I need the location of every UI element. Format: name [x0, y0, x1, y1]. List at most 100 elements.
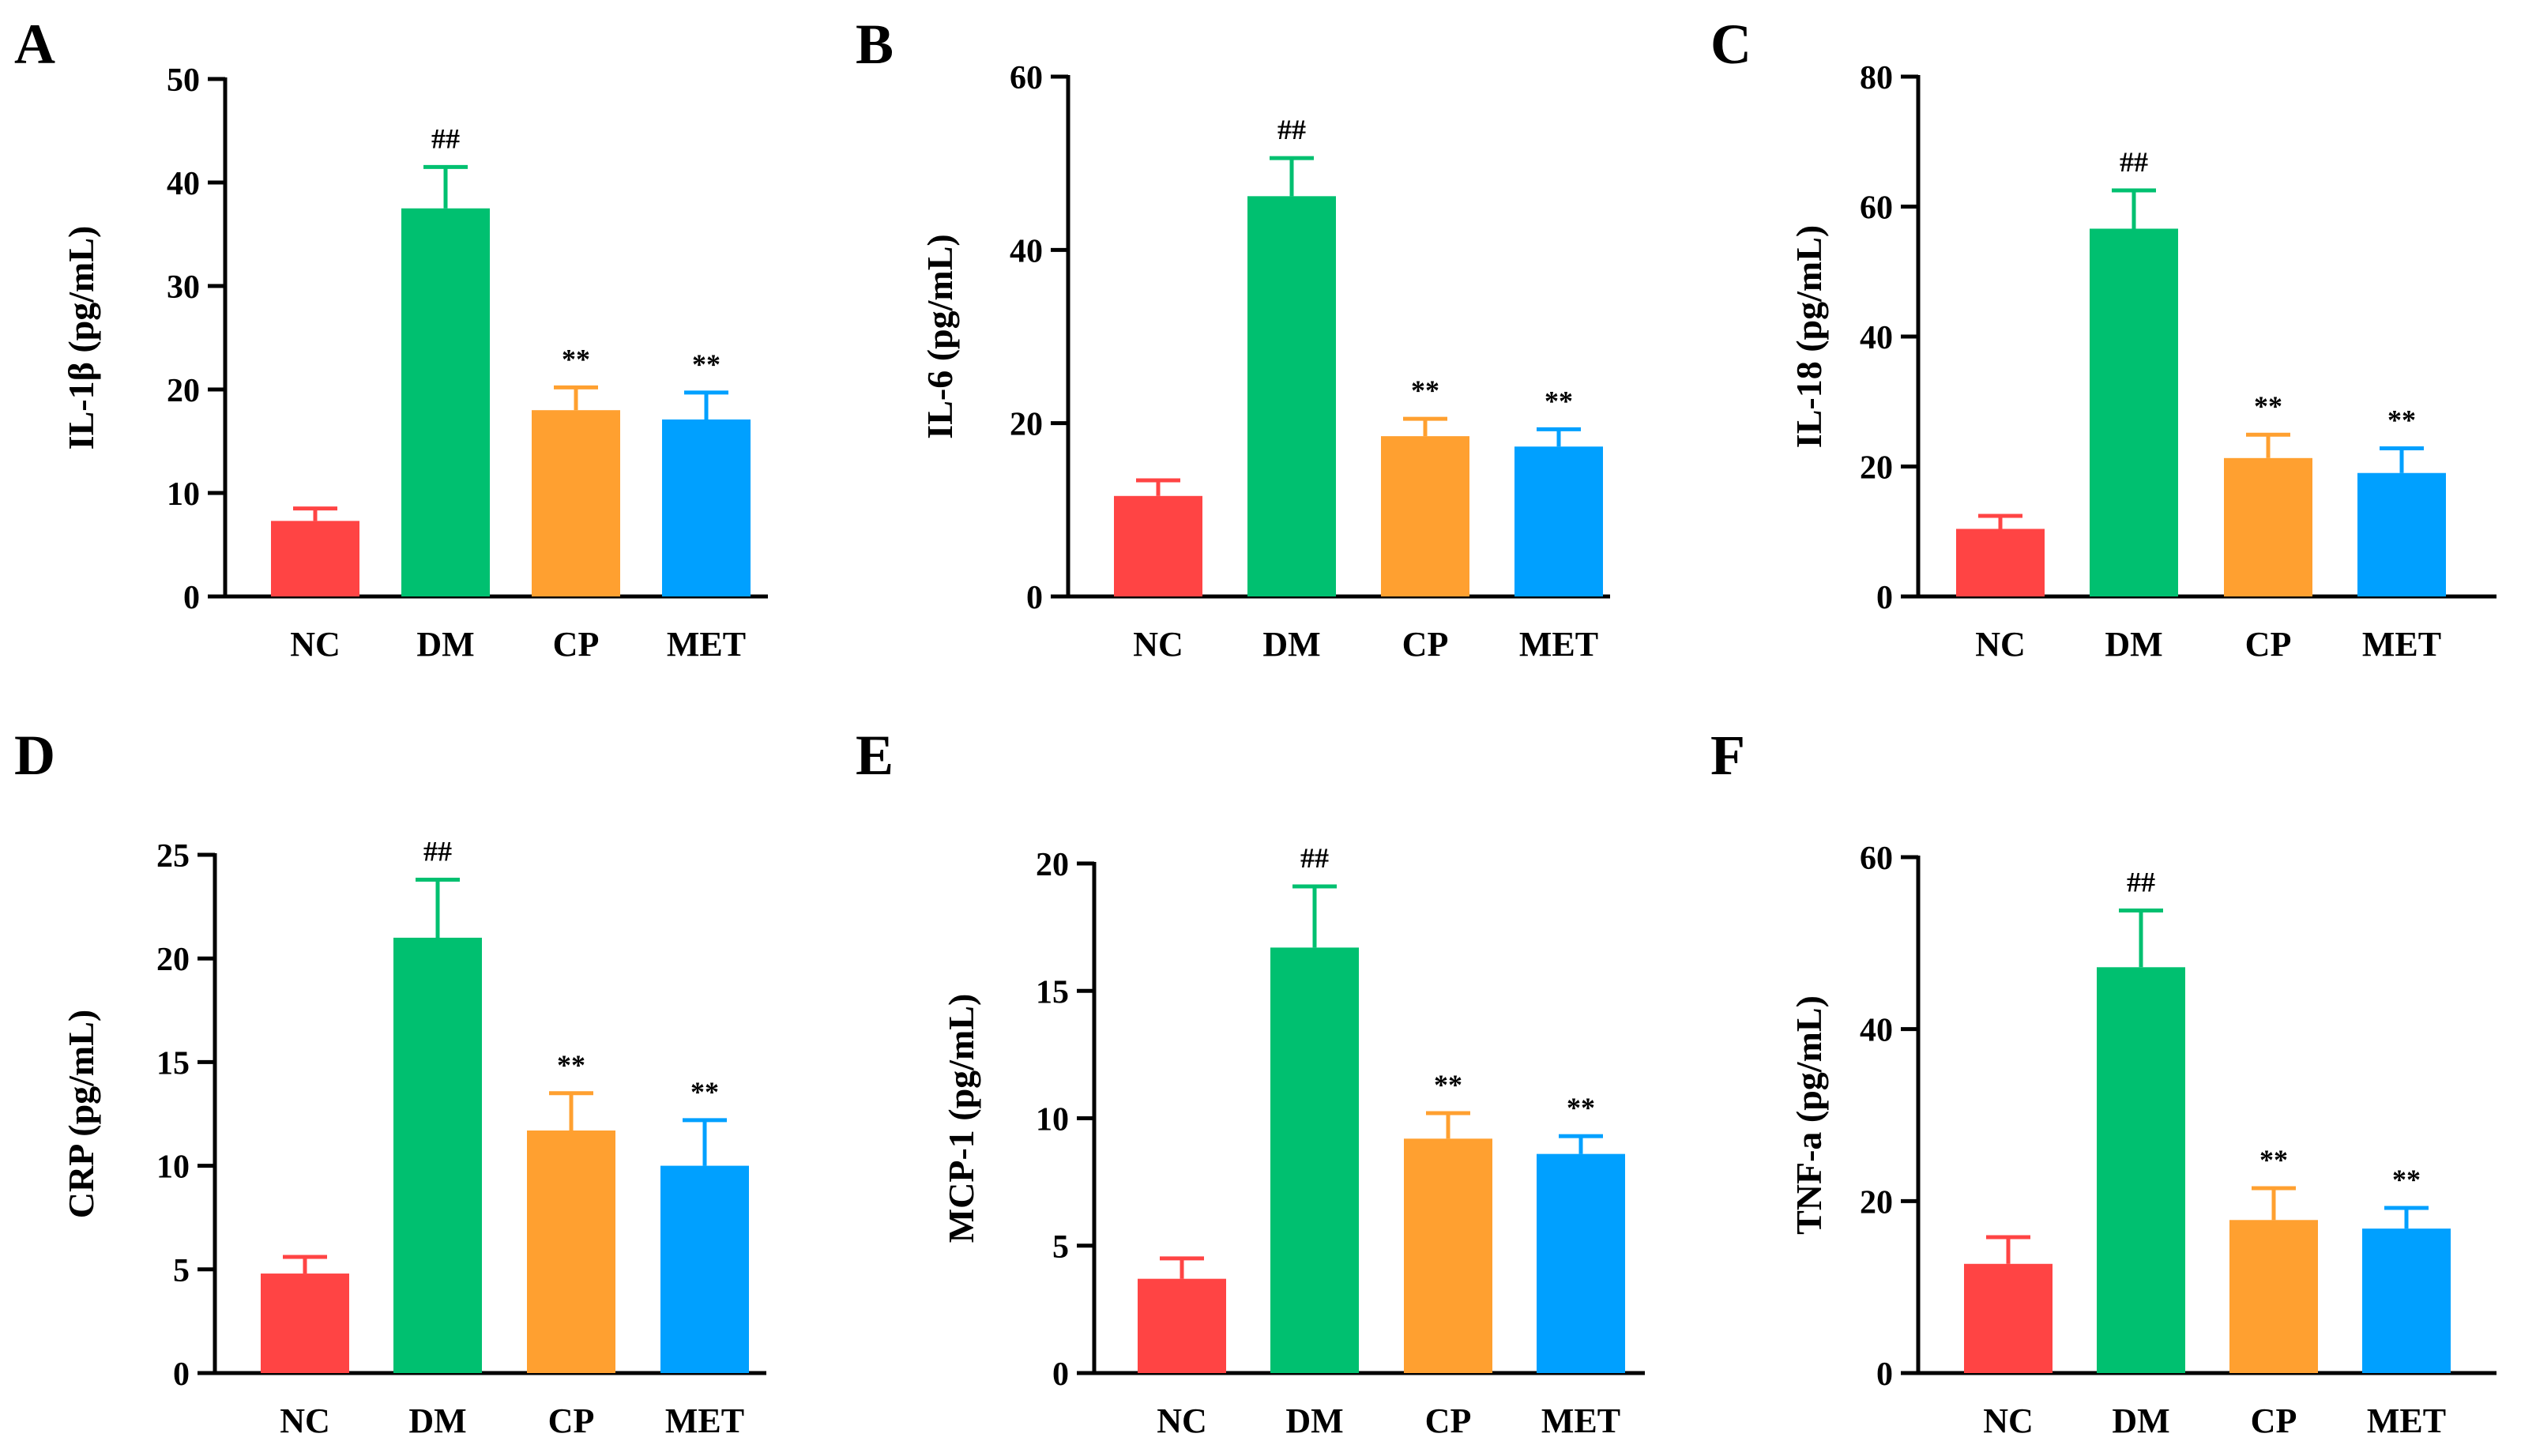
y-axis-label: IL-1β (pg/mL) — [61, 226, 101, 450]
category-label-cp: CP — [2245, 625, 2292, 664]
category-label-nc: NC — [1133, 625, 1183, 664]
significance-label: ** — [692, 348, 721, 380]
significance-label: ** — [1545, 385, 1573, 416]
bar-nc — [1138, 1278, 1226, 1373]
chart-panel-a: A IL-1β (pg/mL) 0 10 20 30 40 50 NC ## DM ** CP ** MET — [14, 13, 768, 664]
y-tick-label: 0 — [1876, 1356, 1893, 1393]
bar-met — [2357, 472, 2446, 596]
chart-panel-e: E MCP-1 (pg/mL) 0 5 10 15 20 NC ## DM ** CP ** MET — [856, 724, 1645, 1440]
bar-cp — [1381, 436, 1469, 596]
y-tick-label: 15 — [1036, 974, 1069, 1010]
y-tick-label: 0 — [173, 1356, 190, 1393]
y-axis-label: IL-18 (pg/mL) — [1789, 225, 1829, 448]
y-tick-label: 10 — [156, 1149, 190, 1186]
category-label-met: MET — [2367, 1401, 2446, 1440]
y-tick-label: 20 — [1860, 1184, 1893, 1221]
category-label-met: MET — [1541, 1401, 1620, 1440]
y-tick-label: 0 — [183, 580, 200, 616]
panel-letter: D — [14, 724, 55, 787]
y-tick-label: 40 — [1860, 320, 1893, 356]
category-label-nc: NC — [1983, 1401, 2034, 1440]
panel-letter: F — [1710, 724, 1745, 787]
y-tick-label: 10 — [167, 476, 200, 513]
significance-label: ** — [1567, 1092, 1595, 1123]
y-tick-label: 20 — [156, 942, 190, 978]
significance-label: ## — [1300, 842, 1329, 874]
significance-label: ## — [2120, 146, 2148, 178]
y-tick-label: 5 — [1052, 1229, 1069, 1266]
significance-label: ** — [2392, 1164, 2421, 1195]
significance-label: ** — [690, 1076, 719, 1108]
panel-letter: E — [856, 724, 894, 787]
chart-panel-f: F TNF-a (pg/mL) 0 20 40 60 NC ## DM ** CP ** MET — [1710, 724, 2496, 1440]
y-tick-label: 60 — [1860, 190, 1893, 227]
y-tick-label: 40 — [1010, 233, 1043, 269]
significance-label: ## — [431, 122, 460, 154]
bar-dm — [2090, 228, 2178, 596]
category-label-cp: CP — [548, 1401, 595, 1440]
category-label-cp: CP — [2251, 1401, 2297, 1440]
bar-cp — [532, 410, 620, 596]
y-tick-label: 60 — [1860, 841, 1893, 877]
y-tick-label: 15 — [156, 1045, 190, 1082]
significance-label: ** — [557, 1049, 585, 1081]
y-tick-label: 40 — [167, 166, 200, 202]
panel-letter: A — [14, 13, 55, 76]
significance-label: ** — [2259, 1144, 2288, 1176]
y-axis-label: TNF-a (pg/mL) — [1789, 995, 1829, 1235]
y-tick-label: 20 — [1860, 450, 1893, 487]
y-axis-label: IL-6 (pg/mL) — [920, 234, 960, 438]
y-tick-label: 0 — [1026, 580, 1043, 616]
category-label-dm: DM — [1285, 1401, 1343, 1440]
chart-panel-b: B IL-6 (pg/mL) 0 20 40 60 NC ## DM ** CP ** MET — [856, 13, 1610, 664]
bar-met — [1514, 446, 1603, 596]
y-tick-label: 80 — [1860, 60, 1893, 96]
category-label-met: MET — [2362, 625, 2441, 664]
category-label-nc: NC — [1157, 1401, 1207, 1440]
y-tick-label: 25 — [156, 838, 190, 875]
category-label-nc: NC — [1975, 625, 2026, 664]
significance-label: ** — [1434, 1069, 1462, 1100]
chart-panel-c: C IL-18 (pg/mL) 0 20 40 60 80 NC ## DM ** CP ** MET — [1710, 13, 2496, 664]
y-tick-label: 10 — [1036, 1102, 1069, 1138]
panel-letter: B — [856, 13, 894, 76]
y-tick-label: 0 — [1052, 1356, 1069, 1393]
category-label-dm: DM — [408, 1401, 466, 1440]
category-label-met: MET — [665, 1401, 744, 1440]
bar-met — [662, 419, 751, 596]
category-label-dm: DM — [2112, 1401, 2169, 1440]
bar-nc — [1956, 529, 2045, 596]
y-tick-label: 50 — [167, 62, 200, 99]
y-axis-label: MCP-1 (pg/mL) — [941, 994, 981, 1243]
bar-cp — [2224, 457, 2312, 596]
bar-cp — [1404, 1138, 1492, 1373]
bar-dm — [401, 208, 490, 596]
y-tick-label: 20 — [167, 373, 200, 409]
bar-nc — [1114, 495, 1202, 596]
panel-letter: C — [1710, 13, 1751, 76]
y-tick-label: 20 — [1036, 847, 1069, 883]
y-tick-label: 0 — [1876, 580, 1893, 616]
category-label-cp: CP — [1402, 625, 1449, 664]
significance-label: ** — [562, 343, 590, 374]
significance-label: ## — [423, 835, 452, 867]
category-label-nc: NC — [280, 1401, 330, 1440]
significance-label: ** — [2254, 390, 2282, 422]
bar-met — [1537, 1153, 1625, 1373]
bar-cp — [527, 1130, 615, 1373]
category-label-dm: DM — [2105, 625, 2162, 664]
category-label-dm: DM — [1262, 625, 1320, 664]
significance-label: ## — [1277, 114, 1306, 145]
bar-dm — [2097, 967, 2185, 1373]
bar-dm — [1247, 196, 1336, 596]
y-tick-label: 40 — [1860, 1013, 1893, 1049]
y-tick-label: 5 — [173, 1253, 190, 1289]
bar-nc — [271, 521, 359, 596]
significance-label: ** — [1411, 374, 1439, 406]
category-label-dm: DM — [416, 625, 474, 664]
significance-label: ## — [2127, 866, 2155, 897]
bar-nc — [261, 1274, 349, 1373]
y-tick-label: 60 — [1010, 60, 1043, 96]
category-label-met: MET — [667, 625, 746, 664]
